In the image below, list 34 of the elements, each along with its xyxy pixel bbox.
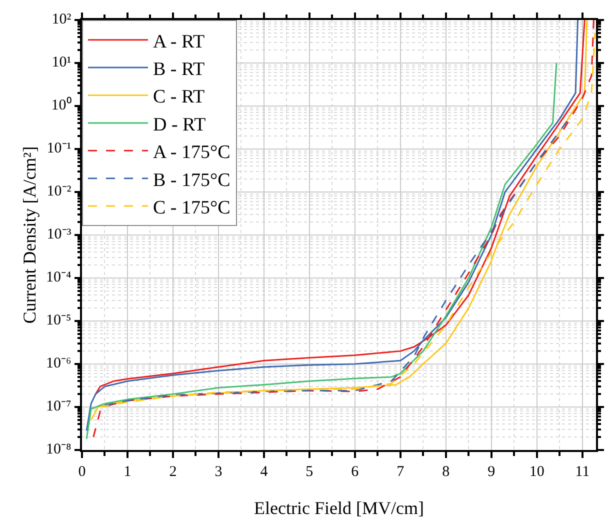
y-tick-label: 10⁰: [51, 96, 72, 114]
legend-label: A - 175°C: [153, 142, 230, 164]
x-tick-label: 3: [214, 464, 222, 480]
x-tick-label: 7: [396, 464, 405, 480]
x-tick-label: 0: [78, 464, 86, 480]
y-tick-label: 10⁻²: [46, 183, 72, 200]
y-tick-label: 10⁻⁵: [46, 312, 72, 328]
y-tick-label: 10⁻⁶: [46, 355, 72, 372]
x-tick-label: 10: [529, 464, 544, 480]
y-tick-label: 10¹: [52, 54, 72, 70]
legend-label: C - 175°C: [153, 197, 230, 218]
y-tick-label: 10²: [52, 11, 72, 28]
y-tick-label: 10⁻⁸: [46, 441, 72, 458]
legend-label: C - RT: [153, 86, 206, 108]
y-tick-label: 10⁻⁴: [46, 269, 72, 286]
line-series: [104, 118, 570, 406]
x-tick-label: 6: [351, 464, 360, 480]
y-tick-label: 10⁻¹: [46, 140, 72, 156]
legend-label: B - 175°C: [153, 170, 230, 191]
x-tick-label: 2: [169, 464, 177, 480]
x-tick-label: 8: [442, 464, 450, 480]
x-tick-label: 9: [488, 464, 496, 480]
line-series: [86, 62, 558, 440]
x-axis-title: Electric Field [MV/cm]: [254, 498, 424, 518]
x-tick-label: 11: [575, 464, 590, 480]
y-tick-label: 10⁻⁷: [46, 398, 72, 414]
legend-label: B - RT: [153, 58, 206, 80]
x-tick-label: 4: [260, 464, 268, 480]
legend-label: A - RT: [153, 31, 206, 52]
y-tick-label: 10⁻³: [46, 226, 72, 242]
x-tick-label: 1: [124, 464, 132, 480]
legend-label: D - RT: [153, 114, 206, 136]
x-tick-label: 5: [306, 464, 314, 480]
y-axis-title: Current Density [A/cm²]: [20, 146, 40, 324]
